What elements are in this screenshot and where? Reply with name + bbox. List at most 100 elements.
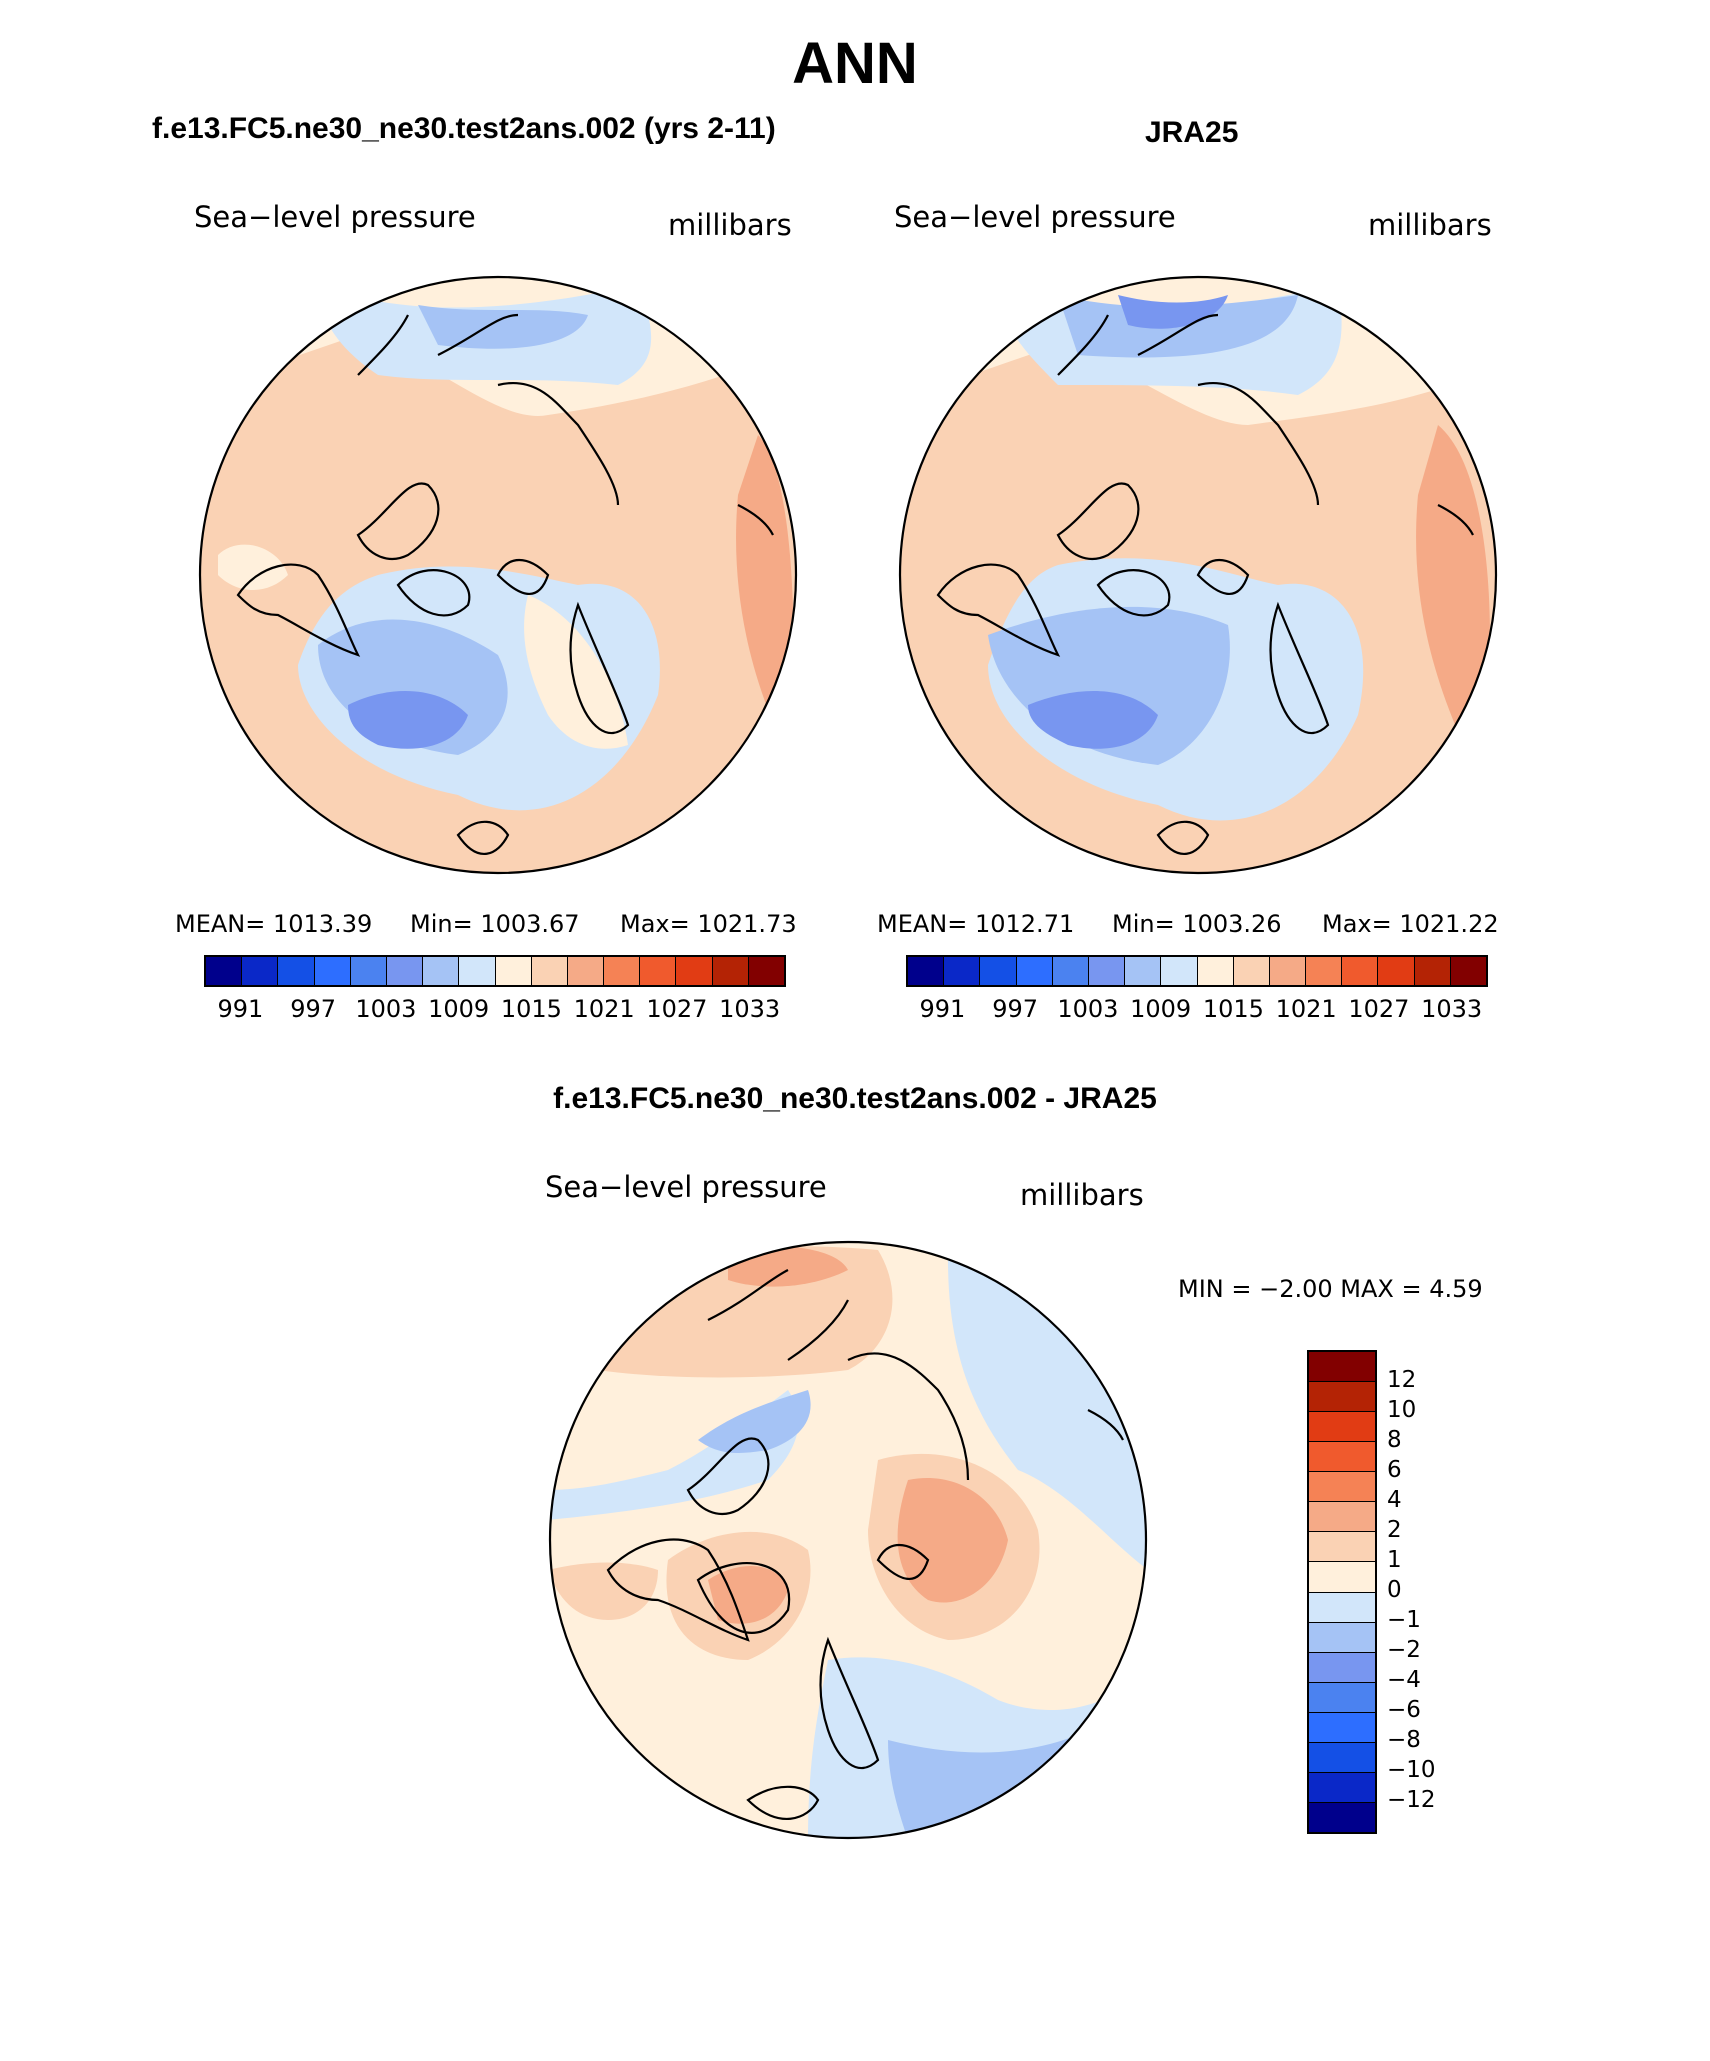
panel-3-colorbar-swatch-3: [1309, 1442, 1375, 1473]
panel-1-colorbar-swatch-7: [459, 957, 496, 985]
panel-3-colorbar-tick-label: −4: [1387, 1667, 1421, 1693]
panel-1-polar-map: [198, 275, 798, 875]
panel-3-colorbar-swatch-12: [1309, 1712, 1375, 1743]
panel-3-colorbar-swatch-9: [1309, 1622, 1375, 1653]
panel-1-colorbar-tick-label: 1027: [646, 995, 708, 1023]
panel-2-colorbar-swatch-3: [1016, 957, 1053, 985]
panel-2-colorbar-tick-label: 1015: [1202, 995, 1264, 1023]
panel-2-colorbar: 991 997 1003 1009 1015 1021 1027 1033: [906, 955, 1488, 1027]
panel-3-colorbar-tick-label: 8: [1387, 1427, 1402, 1453]
panel-1-colorbar-ticks: 991 997 1003 1009 1015 1021 1027 1033: [204, 987, 786, 1027]
panel-1-colorbar-swatch-12: [640, 957, 677, 985]
panel-1-colorbar-swatch-9: [531, 957, 568, 985]
panel-2-min: Min= 1003.26: [1112, 910, 1282, 938]
panel-2-colorbar-swatch-14: [1414, 957, 1451, 985]
panel-1-colorbar-swatches: [204, 955, 786, 987]
panel-1-colorbar-swatch-1: [242, 957, 279, 985]
panel-3-colorbar-tick-label: −12: [1387, 1787, 1436, 1813]
panel-3-colorbar-tick-label: 2: [1387, 1517, 1402, 1543]
panel-3-colorbar-tick-label: −8: [1387, 1727, 1421, 1753]
panel-3-colorbar-swatch-4: [1309, 1472, 1375, 1503]
panel-2-colorbar-swatch-1: [944, 957, 981, 985]
panel-3-colorbar-swatch-14: [1309, 1772, 1375, 1803]
panel-3-variable-label: Sea−level pressure: [545, 1170, 827, 1204]
panel-2-colorbar-swatch-4: [1052, 957, 1089, 985]
panel-1-min: Min= 1003.67: [410, 910, 580, 938]
panel-2-colorbar-swatch-0: [908, 957, 945, 985]
panel-3-colorbar-swatch-1: [1309, 1382, 1375, 1413]
panel-2-colorbar-tick-label: 991: [919, 995, 966, 1023]
panel-1-units-label: millibars: [668, 208, 792, 242]
panel-3-colorbar-swatch-10: [1309, 1652, 1375, 1683]
panel-1-colorbar-tick-label: 1015: [500, 995, 562, 1023]
panel-1-colorbar-tick-label: 1003: [355, 995, 417, 1023]
panel-2-colorbar-swatch-6: [1125, 957, 1162, 985]
panel-2-colorbar-tick-label: 997: [992, 995, 1039, 1023]
panel-2-max: Max= 1021.22: [1322, 910, 1499, 938]
panel-2-variable-label: Sea−level pressure: [894, 200, 1176, 234]
panel-1-variable-label: Sea−level pressure: [194, 200, 476, 234]
panel-1-colorbar-swatch-15: [748, 957, 784, 985]
panel-3-title: f.e13.FC5.ne30_ne30.test2ans.002 - JRA25: [553, 1082, 1157, 1115]
panel-3-colorbar-tick-label: −2: [1387, 1637, 1421, 1663]
panel-3-colorbar-tick-label: 12: [1387, 1367, 1417, 1393]
panel-2-colorbar-swatch-9: [1233, 957, 1270, 985]
panel-1-colorbar-swatch-13: [676, 957, 713, 985]
panel-3-colorbar-tick-label: 6: [1387, 1457, 1402, 1483]
panel-3-units-label: millibars: [1020, 1178, 1144, 1212]
panel-1-colorbar-swatch-5: [386, 957, 424, 985]
panel-1-colorbar-swatch-0: [206, 957, 243, 985]
panel-3-colorbar-swatch-15: [1309, 1802, 1375, 1832]
panel-3-min-max: MIN = −2.00 MAX = 4.59: [1178, 1275, 1483, 1303]
panel-2-colorbar-ticks: 991 997 1003 1009 1015 1021 1027 1033: [906, 987, 1488, 1027]
panel-1-colorbar-tick-label: 1033: [719, 995, 781, 1023]
panel-3-colorbar-swatch-6: [1309, 1532, 1375, 1563]
panel-2-colorbar-swatch-15: [1450, 957, 1486, 985]
panel-2-colorbar-tick-label: 1033: [1421, 995, 1483, 1023]
panel-1-colorbar-swatch-3: [314, 957, 351, 985]
panel-1-colorbar-swatch-10: [567, 957, 605, 985]
panel-1-colorbar-tick-label: 997: [290, 995, 337, 1023]
panel-1-title: f.e13.FC5.ne30_ne30.test2ans.002 (yrs 2-…: [152, 112, 776, 145]
panel-3-colorbar-swatch-5: [1309, 1502, 1375, 1533]
panel-3-colorbar-swatch-0: [1309, 1352, 1375, 1383]
panel-3-colorbar-swatch-7: [1309, 1562, 1375, 1593]
panel-1-colorbar-swatch-14: [712, 957, 749, 985]
panel-1-colorbar-swatch-4: [350, 957, 387, 985]
panel-2-colorbar-tick-label: 1009: [1130, 995, 1192, 1023]
panel-3-polar-map: [548, 1240, 1148, 1840]
panel-3-colorbar-swatch-2: [1309, 1412, 1375, 1443]
panel-1-colorbar-tick-label: 991: [217, 995, 264, 1023]
panel-3-colorbar-tick-label: 1: [1387, 1547, 1402, 1573]
panel-1-colorbar-swatch-2: [278, 957, 315, 985]
panel-2-units-label: millibars: [1368, 208, 1492, 242]
panel-3-colorbar-swatch-11: [1309, 1682, 1375, 1713]
panel-2-title: JRA25: [1145, 116, 1239, 149]
panel-1-max: Max= 1021.73: [620, 910, 797, 938]
panel-2-colorbar-tick-label: 1003: [1057, 995, 1119, 1023]
panel-2-colorbar-swatch-8: [1197, 957, 1234, 985]
panel-2-colorbar-tick-label: 1021: [1275, 995, 1337, 1023]
panel-3-colorbar-tick-label: 0: [1387, 1577, 1402, 1603]
panel-2-colorbar-swatch-7: [1161, 957, 1198, 985]
panel-1-mean: MEAN= 1013.39: [175, 910, 373, 938]
panel-2-mean: MEAN= 1012.71: [877, 910, 1075, 938]
panel-2-colorbar-tick-label: 1027: [1348, 995, 1410, 1023]
panel-2-colorbar-swatch-13: [1378, 957, 1415, 985]
panel-1-colorbar-swatch-6: [423, 957, 460, 985]
panel-1-colorbar-tick-label: 1009: [428, 995, 490, 1023]
panel-2-colorbar-swatch-2: [980, 957, 1017, 985]
panel-2-colorbar-swatch-10: [1269, 957, 1307, 985]
panel-2-colorbar-swatch-11: [1306, 957, 1343, 985]
panel-3-colorbar-swatches: [1307, 1350, 1377, 1834]
panel-1-colorbar-swatch-8: [495, 957, 532, 985]
panel-3-colorbar-tick-label: 4: [1387, 1487, 1402, 1513]
page-title: ANN: [792, 31, 918, 96]
panel-2-polar-map: [898, 275, 1498, 875]
panel-3-colorbar-tick-label: −10: [1387, 1757, 1436, 1783]
panel-1-colorbar: 991 997 1003 1009 1015 1021 1027 1033: [204, 955, 786, 1027]
panel-3-colorbar-tick-label: 10: [1387, 1397, 1417, 1423]
panel-2-colorbar-swatch-5: [1088, 957, 1126, 985]
panel-3-colorbar: 12 10 8 6 4 2 1 0 −1 −2 −4 −6 −8 −10 −12: [1307, 1350, 1436, 1834]
panel-3-colorbar-swatch-13: [1309, 1742, 1375, 1773]
